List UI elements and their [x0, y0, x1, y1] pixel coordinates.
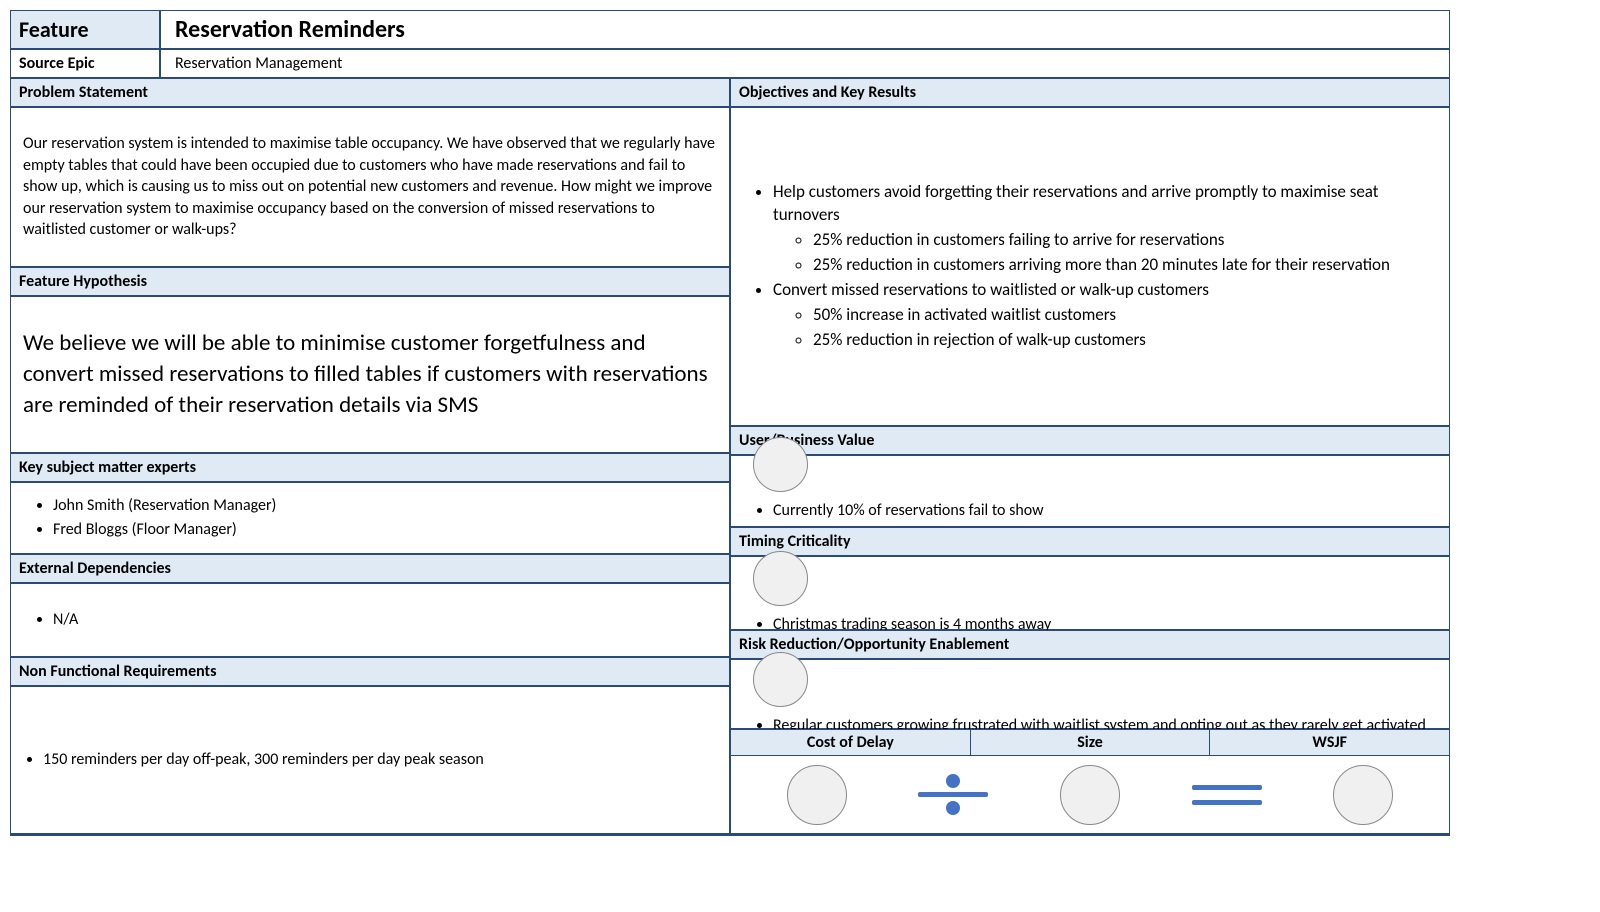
source-epic-label-cell: Source Epic [10, 49, 160, 78]
timing-header-text: Timing Criticality [739, 532, 1441, 551]
feature-label-cell: Feature [10, 10, 160, 49]
external-deps-header: External Dependencies [10, 554, 730, 583]
nfr-header-text: Non Functional Requirements [19, 662, 721, 681]
divide-dot [946, 801, 960, 815]
nfr-body: 150 reminders per day off-peak, 300 remi… [10, 686, 730, 834]
problem-statement-body: Our reservation system is intended to ma… [10, 107, 730, 267]
risk-header: Risk Reduction/Opportunity Enablement [730, 630, 1450, 659]
okr-header-text: Objectives and Key Results [739, 83, 1441, 102]
okr-header: Objectives and Key Results [730, 78, 1450, 107]
ubv-score-circle [753, 437, 808, 492]
feature-title: Reservation Reminders [175, 15, 1441, 44]
wsjf-circle [1333, 765, 1393, 825]
equals-bar [1192, 785, 1262, 790]
sme-header: Key subject matter experts [10, 453, 730, 482]
sme-item: Fred Bloggs (Floor Manager) [53, 519, 717, 541]
feature-canvas: Feature Reservation Reminders Source Epi… [10, 10, 1450, 836]
feature-label: Feature [19, 16, 151, 43]
ubv-header-text: User/Business Value [739, 431, 1441, 450]
nfr-header: Non Functional Requirements [10, 657, 730, 686]
okr-keyresult: 25% reduction in customers arriving more… [813, 254, 1437, 277]
external-deps-header-text: External Dependencies [19, 559, 721, 578]
sme-item: John Smith (Reservation Manager) [53, 495, 717, 517]
source-epic-value-cell: Reservation Management [160, 49, 1450, 78]
nfr-item: 150 reminders per day off-peak, 300 remi… [43, 749, 717, 771]
sme-body: John Smith (Reservation Manager) Fred Bl… [10, 482, 730, 554]
feature-hypothesis-text: We believe we will be able to minimise c… [23, 328, 717, 421]
ubv-item: Currently 10% of reservations fail to sh… [773, 500, 1376, 522]
okr-keyresult: 25% reduction in customers failing to ar… [813, 229, 1437, 252]
source-epic-value: Reservation Management [175, 54, 1441, 73]
problem-statement-header: Problem Statement [10, 78, 730, 107]
timing-score-circle [753, 551, 808, 606]
risk-body: Regular customers growing frustrated wit… [730, 659, 1450, 729]
okr-keyresult: 25% reduction in rejection of walk-up cu… [813, 329, 1437, 352]
ubv-header: User/Business Value [730, 426, 1450, 455]
wsjf-header-row: Cost of Delay Size WSJF [730, 729, 1450, 756]
size-header: Size [971, 730, 1211, 755]
equals-bar [1192, 800, 1262, 805]
external-deps-body: N/A [10, 583, 730, 657]
row-feature: Feature Reservation Reminders [10, 10, 1450, 49]
problem-statement-text: Our reservation system is intended to ma… [23, 133, 717, 241]
divide-bar [918, 792, 988, 797]
okr-o1-text: Help customers avoid forgetting their re… [773, 181, 1378, 225]
timing-body: Christmas trading season is 4 months awa… [730, 556, 1450, 630]
row-source-epic: Source Epic Reservation Management [10, 49, 1450, 78]
equals-icon [1192, 780, 1262, 810]
divide-dot [946, 774, 960, 788]
wsjf-header: WSJF [1210, 730, 1449, 755]
sme-header-text: Key subject matter experts [19, 458, 721, 477]
timing-header: Timing Criticality [730, 527, 1450, 556]
risk-score-circle [753, 652, 808, 707]
ubv-body: Currently 10% of reservations fail to sh… [730, 455, 1450, 527]
risk-header-text: Risk Reduction/Opportunity Enablement [739, 635, 1441, 654]
left-column: Problem Statement Our reservation system… [10, 78, 730, 834]
problem-statement-header-text: Problem Statement [19, 83, 721, 102]
okr-o2-text: Convert missed reservations to waitliste… [773, 279, 1209, 300]
size-circle [1060, 765, 1120, 825]
feature-hypothesis-header-text: Feature Hypothesis [19, 272, 721, 291]
wsjf-calc-row [730, 756, 1450, 834]
okr-body: Help customers avoid forgetting their re… [730, 107, 1450, 426]
cost-of-delay-circle [787, 765, 847, 825]
body-columns: Problem Statement Our reservation system… [10, 78, 1450, 834]
feature-title-cell: Reservation Reminders [160, 10, 1450, 49]
external-deps-item: N/A [53, 609, 717, 631]
okr-keyresult: 50% increase in activated waitlist custo… [813, 304, 1437, 327]
feature-hypothesis-body: We believe we will be able to minimise c… [10, 296, 730, 453]
okr-objective: Convert missed reservations to waitliste… [773, 279, 1437, 352]
cost-of-delay-header: Cost of Delay [731, 730, 971, 755]
feature-hypothesis-header: Feature Hypothesis [10, 267, 730, 296]
right-column: Objectives and Key Results Help customer… [730, 78, 1450, 834]
source-epic-label: Source Epic [19, 54, 151, 73]
divide-icon [918, 770, 988, 819]
okr-objective: Help customers avoid forgetting their re… [773, 181, 1437, 277]
